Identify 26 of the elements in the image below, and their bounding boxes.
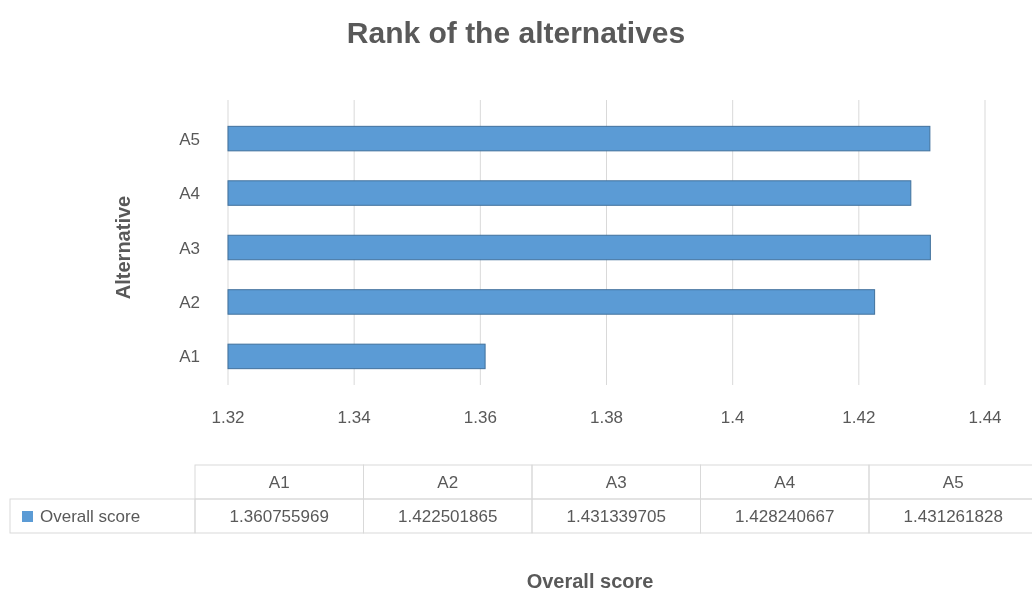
y-tick-label: A1	[179, 347, 200, 367]
data-label: 1.431339705	[566, 507, 666, 526]
x-tick-label: 1.36	[463, 408, 497, 427]
legend-label: Overall score	[40, 507, 141, 526]
chart-title: Rank of the alternatives	[346, 16, 686, 49]
data-label: 1.360755969	[229, 507, 329, 526]
data-label: 1.428240667	[735, 507, 835, 526]
category-label: A5	[942, 473, 964, 492]
category-label: A2	[437, 473, 459, 492]
x-tick-label: 1.32	[211, 408, 245, 427]
y-tick-label: A2	[179, 292, 200, 312]
x-tick-label: 1.34	[337, 408, 371, 427]
x-axis-title: Overall score	[526, 570, 654, 592]
x-tick-label: 1.38	[589, 408, 624, 427]
category-label: A4	[774, 473, 796, 492]
x-tick-label: 1.44	[968, 408, 1002, 427]
x-tick-label: 1.4	[720, 408, 745, 427]
y-tick-label: A3	[179, 238, 200, 258]
category-label: A3	[605, 473, 627, 492]
data-label: 1.431261828	[903, 507, 1003, 526]
y-tick-label: A5	[179, 129, 200, 149]
category-label: A1	[268, 473, 290, 492]
x-tick-label: 1.42	[842, 408, 876, 427]
y-axis-title: Alternative	[112, 195, 134, 300]
y-tick-label: A4	[179, 184, 200, 204]
data-label: 1.422501865	[398, 507, 498, 526]
